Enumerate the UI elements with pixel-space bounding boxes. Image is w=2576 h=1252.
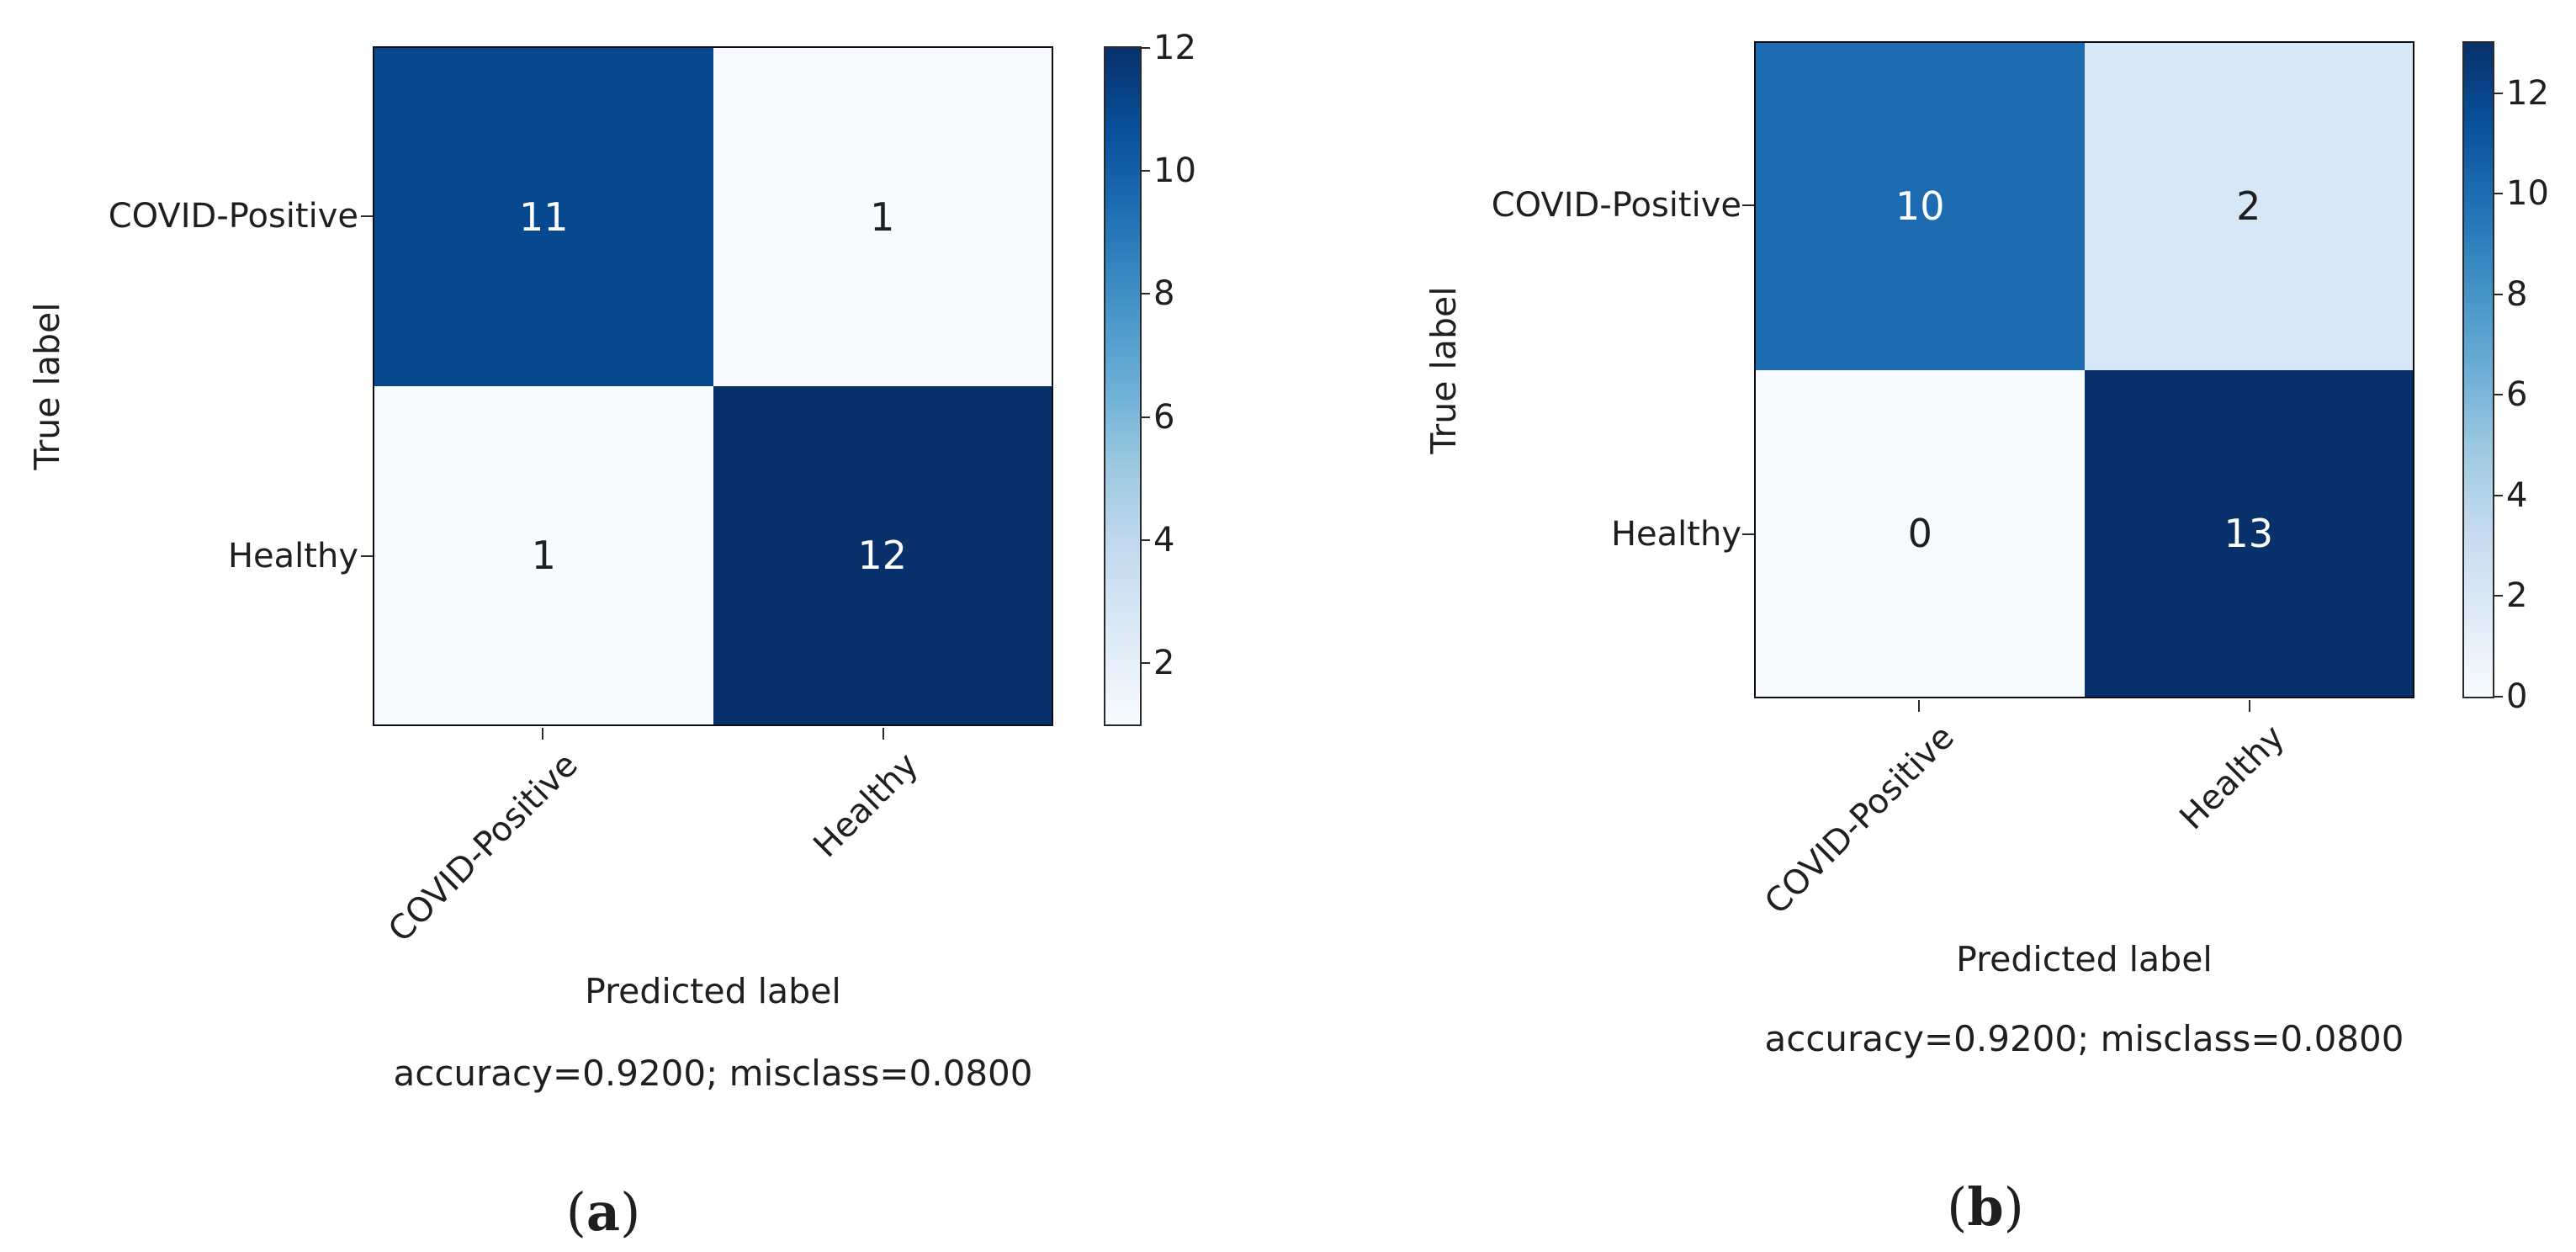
colorbar-tick-mark: [2493, 193, 2503, 195]
matrix-cell-tn: 13: [2084, 369, 2413, 697]
y-tick-label-healthy: Healthy: [1610, 515, 1741, 554]
caption-letter: a: [586, 1181, 621, 1243]
y-axis-title: True label: [1423, 286, 1464, 454]
x-tick-mark: [1918, 700, 1920, 712]
x-tick-label-healthy: Healthy: [806, 745, 926, 866]
x-tick-mark: [883, 728, 884, 740]
caption-letter: b: [1967, 1176, 2004, 1238]
accuracy-annotation: accuracy=0.9200; misclass=0.0800: [1764, 1018, 2404, 1059]
subfigure-caption-a: (a): [435, 1174, 771, 1251]
colorbar-tick-mark: [1140, 293, 1150, 295]
colorbar-tick-label: 2: [2506, 576, 2528, 616]
colorbar-tick-label: 10: [1153, 151, 1196, 191]
y-tick-label-covid-positive: COVID-Positive: [108, 197, 358, 236]
colorbar-tick-mark: [2493, 696, 2503, 698]
colorbar: 0 2 4 6 8 10 12: [2462, 41, 2549, 715]
matrix-cell-tp: 10: [1756, 43, 2085, 370]
caption-paren: ): [620, 1181, 641, 1243]
colorbar-tick-label: 6: [2506, 375, 2528, 415]
y-tick-mark: [1742, 533, 1754, 535]
x-tick-mark: [2249, 700, 2250, 712]
colorbar-tick-mark: [1140, 47, 1150, 49]
y-axis-title: True label: [27, 302, 67, 470]
colorbar-tick-label: 12: [2506, 73, 2549, 113]
x-tick-label-covid-positive: COVID-Positive: [1757, 718, 1962, 922]
colorbar-tick-label: 8: [2506, 274, 2528, 314]
colorbar-tick-label: 4: [2506, 475, 2528, 515]
y-tick-label-healthy: Healthy: [227, 537, 358, 576]
colorbar-tick-label: 8: [1153, 274, 1175, 314]
heatmap-matrix: 10 2 0 13: [1754, 41, 2414, 698]
matrix-cell-fp: 0: [1756, 369, 2085, 697]
colorbar-tick-mark: [2493, 92, 2503, 94]
x-axis-title: Predicted label: [1956, 939, 2213, 979]
x-tick-mark: [542, 728, 543, 740]
subfigure-caption-b: (b): [1817, 1169, 2154, 1246]
colorbar-tick-mark: [2493, 494, 2503, 496]
x-tick-label-covid-positive: COVID-Positive: [380, 745, 586, 950]
matrix-cell-fn: 2: [2084, 43, 2413, 370]
accuracy-annotation: accuracy=0.9200; misclass=0.0800: [393, 1053, 1033, 1094]
y-tick-mark: [1742, 204, 1754, 206]
caption-paren: ): [2003, 1176, 2024, 1238]
colorbar-tick-label: 10: [2506, 174, 2549, 214]
caption-paren: (: [565, 1181, 586, 1243]
colorbar-tick-mark: [2493, 293, 2503, 295]
y-tick-label-covid-positive: COVID-Positive: [1491, 186, 1741, 225]
matrix-cell-fn: 1: [713, 48, 1052, 386]
colorbar-tick-mark: [2493, 595, 2503, 597]
colorbar-tick-mark: [1140, 416, 1150, 418]
colorbar-tick-label: 2: [1153, 643, 1175, 682]
heatmap-matrix: 11 1 1 12: [373, 46, 1053, 726]
colorbar-tick-label: 0: [2506, 677, 2528, 716]
colorbar-tick-label: 6: [1153, 397, 1175, 437]
x-tick-label-healthy: Healthy: [2172, 718, 2292, 838]
colorbar: 2 4 6 8 10 12: [1104, 29, 1196, 726]
colorbar-tick-label: 4: [1153, 520, 1175, 560]
colorbar-tick-mark: [2493, 394, 2503, 396]
caption-paren: (: [1947, 1176, 1968, 1238]
colorbar-tick-mark: [1140, 170, 1150, 172]
matrix-cell-tp: 11: [374, 48, 713, 386]
colorbar-tick-mark: [1140, 661, 1150, 664]
matrix-cell-fp: 1: [374, 386, 713, 724]
y-tick-mark: [361, 555, 373, 557]
matrix-cell-tn: 12: [713, 386, 1052, 724]
y-tick-mark: [361, 215, 373, 217]
colorbar-tick-mark: [1140, 538, 1150, 541]
x-axis-title: Predicted label: [585, 971, 841, 1011]
colorbar-tick-label: 12: [1153, 29, 1196, 67]
